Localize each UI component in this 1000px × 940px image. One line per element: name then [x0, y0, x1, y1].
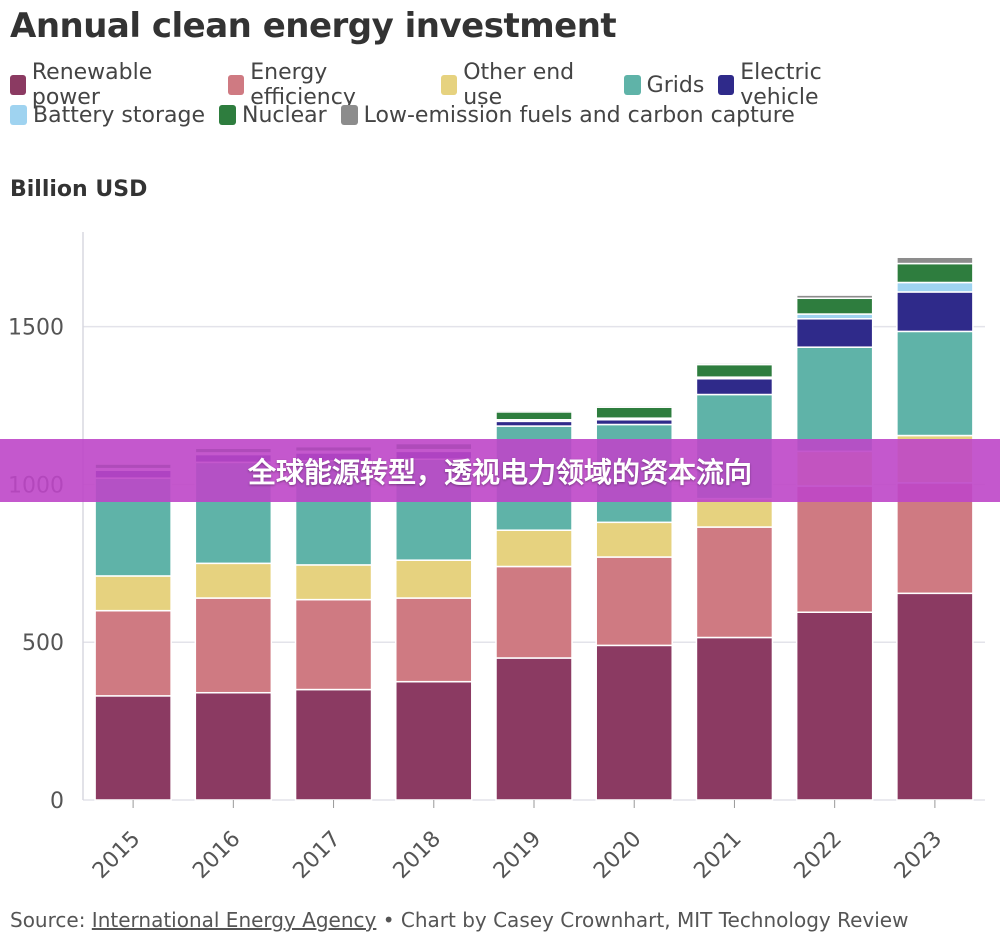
legend-item-grids: Grids	[623, 72, 705, 98]
legend-label: Nuclear	[242, 102, 327, 128]
legend-item-battery-storage: Battery storage	[10, 103, 205, 128]
legend-item-renewable-power: Renewable power	[10, 60, 214, 110]
x-tick-label: 2015	[88, 827, 145, 884]
source-suffix: • Chart by Casey Crownhart, MIT Technolo…	[376, 908, 909, 932]
y-axis-unit-label: Billion USD	[10, 177, 148, 202]
legend-label: Other end use	[463, 60, 575, 110]
chart-title: Annual clean energy investment	[10, 6, 617, 46]
bar-segment-nuclear-2022	[795, 297, 874, 315]
source-link[interactable]: International Energy Agency	[91, 908, 377, 932]
bar-segment-renewable-power-2016	[194, 691, 273, 801]
bar-segment-electric-vehicle-2022	[795, 318, 874, 348]
x-tick-label: 2016	[188, 827, 245, 884]
bar-segment-energy-efficiency-2015	[94, 609, 172, 697]
legend-swatch-battery-storage	[10, 105, 27, 125]
overlay-banner: 全球能源转型，透视电力领域的资本流向	[0, 439, 1000, 502]
legend-item-electric-vehicle: Electric vehicle	[718, 60, 896, 110]
legend-label: Energy efficiency	[250, 60, 356, 110]
legend-label: Electric vehicle	[740, 60, 822, 110]
y-tick-label: 0	[50, 789, 64, 814]
source-line: Source: International Energy Agency • Ch…	[10, 908, 908, 932]
banner-text: 全球能源转型，透视电力领域的资本流向	[247, 455, 752, 489]
bar-segment-renewable-power-2017	[294, 688, 373, 801]
legend-swatch-low-emission-fuels	[340, 105, 358, 125]
legend-label: Battery storage	[33, 102, 205, 128]
legend-swatch-renewable-power	[10, 75, 26, 95]
x-tick-label: 2021	[689, 827, 746, 884]
bar-segment-renewable-power-2018	[395, 680, 473, 801]
x-tick-label: 2017	[289, 827, 346, 884]
bar-segment-grids-2023	[896, 330, 974, 437]
bar-segment-low-emission-fuels-and-carbon-capture-2020	[595, 404, 673, 408]
bar-segment-low-emission-fuels-and-carbon-capture-2021	[695, 362, 774, 366]
legend-row-2: Battery storage Nuclear Low-emission fue…	[10, 100, 910, 130]
legend-swatch-electric-vehicle	[718, 75, 735, 95]
legend-label: Grids	[646, 72, 705, 98]
bar-segment-other-end-use-2021	[695, 497, 774, 528]
bar-segment-energy-efficiency-2016	[194, 597, 273, 694]
legend-item-energy-efficiency: Energy efficiency	[228, 60, 427, 110]
bar-segment-nuclear-2020	[595, 406, 673, 419]
bar-segment-low-emission-fuels-and-carbon-capture-2022	[795, 294, 874, 300]
bar-segment-energy-efficiency-2022	[795, 485, 874, 613]
bar-segment-grids-2022	[795, 346, 874, 453]
bar-segment-other-end-use-2020	[595, 521, 673, 558]
legend-swatch-energy-efficiency	[228, 75, 245, 95]
bar-segment-low-emission-fuels-and-carbon-capture-2019	[495, 409, 573, 413]
x-tick-label: 2018	[389, 827, 446, 884]
bar-segment-energy-efficiency-2018	[395, 597, 473, 683]
bar-segment-electric-vehicle-2023	[896, 291, 974, 333]
x-tick-label: 2022	[790, 827, 847, 884]
legend: Renewable power Energy efficiency Other …	[10, 60, 910, 130]
bar-segment-energy-efficiency-2019	[495, 565, 573, 659]
x-tick-label: 2020	[589, 827, 646, 884]
source-prefix: Source:	[10, 908, 92, 932]
bar-segment-other-end-use-2017	[294, 564, 373, 601]
bar-segment-energy-efficiency-2017	[294, 598, 373, 691]
legend-item-nuclear: Nuclear	[219, 103, 327, 128]
bar-segment-other-end-use-2019	[495, 529, 573, 568]
legend-swatch-grids	[623, 75, 641, 95]
bar-segment-nuclear-2019	[495, 411, 573, 421]
bar-segment-energy-efficiency-2021	[695, 526, 774, 639]
bar-segment-renewable-power-2021	[695, 636, 774, 801]
x-tick-label: 2019	[489, 827, 546, 884]
bar-segment-renewable-power-2019	[495, 657, 573, 801]
bar-segment-energy-efficiency-2020	[595, 556, 673, 647]
bar-segment-nuclear-2023	[896, 262, 974, 284]
bar-segment-other-end-use-2016	[194, 562, 273, 599]
legend-label: Renewable power	[31, 60, 153, 110]
legend-item-other-end-use: Other end use	[441, 60, 609, 110]
x-tick-label: 2023	[890, 827, 947, 884]
bar-segment-battery-storage-2023	[896, 281, 974, 293]
bar-segment-other-end-use-2015	[94, 575, 172, 612]
bar-segment-other-end-use-2018	[395, 559, 473, 599]
legend-swatch-nuclear	[219, 105, 236, 125]
bar-segment-renewable-power-2020	[595, 644, 673, 801]
legend-label: Low-emission fuels and carbon capture	[363, 102, 795, 128]
legend-row-1: Renewable power Energy efficiency Other …	[10, 60, 910, 110]
legend-swatch-other-end-use	[441, 75, 458, 95]
legend-item-low-emission-fuels: Low-emission fuels and carbon capture	[340, 102, 795, 128]
bar-segment-nuclear-2021	[695, 363, 774, 378]
bar-segment-electric-vehicle-2021	[695, 377, 774, 396]
bar-segment-renewable-power-2022	[795, 611, 874, 801]
bar-segment-renewable-power-2015	[94, 695, 172, 801]
y-tick-label: 500	[22, 631, 64, 656]
bar-segment-low-emission-fuels-and-carbon-capture-2023	[896, 256, 974, 265]
bar-segment-renewable-power-2023	[896, 592, 974, 801]
y-tick-label: 1500	[8, 316, 64, 341]
